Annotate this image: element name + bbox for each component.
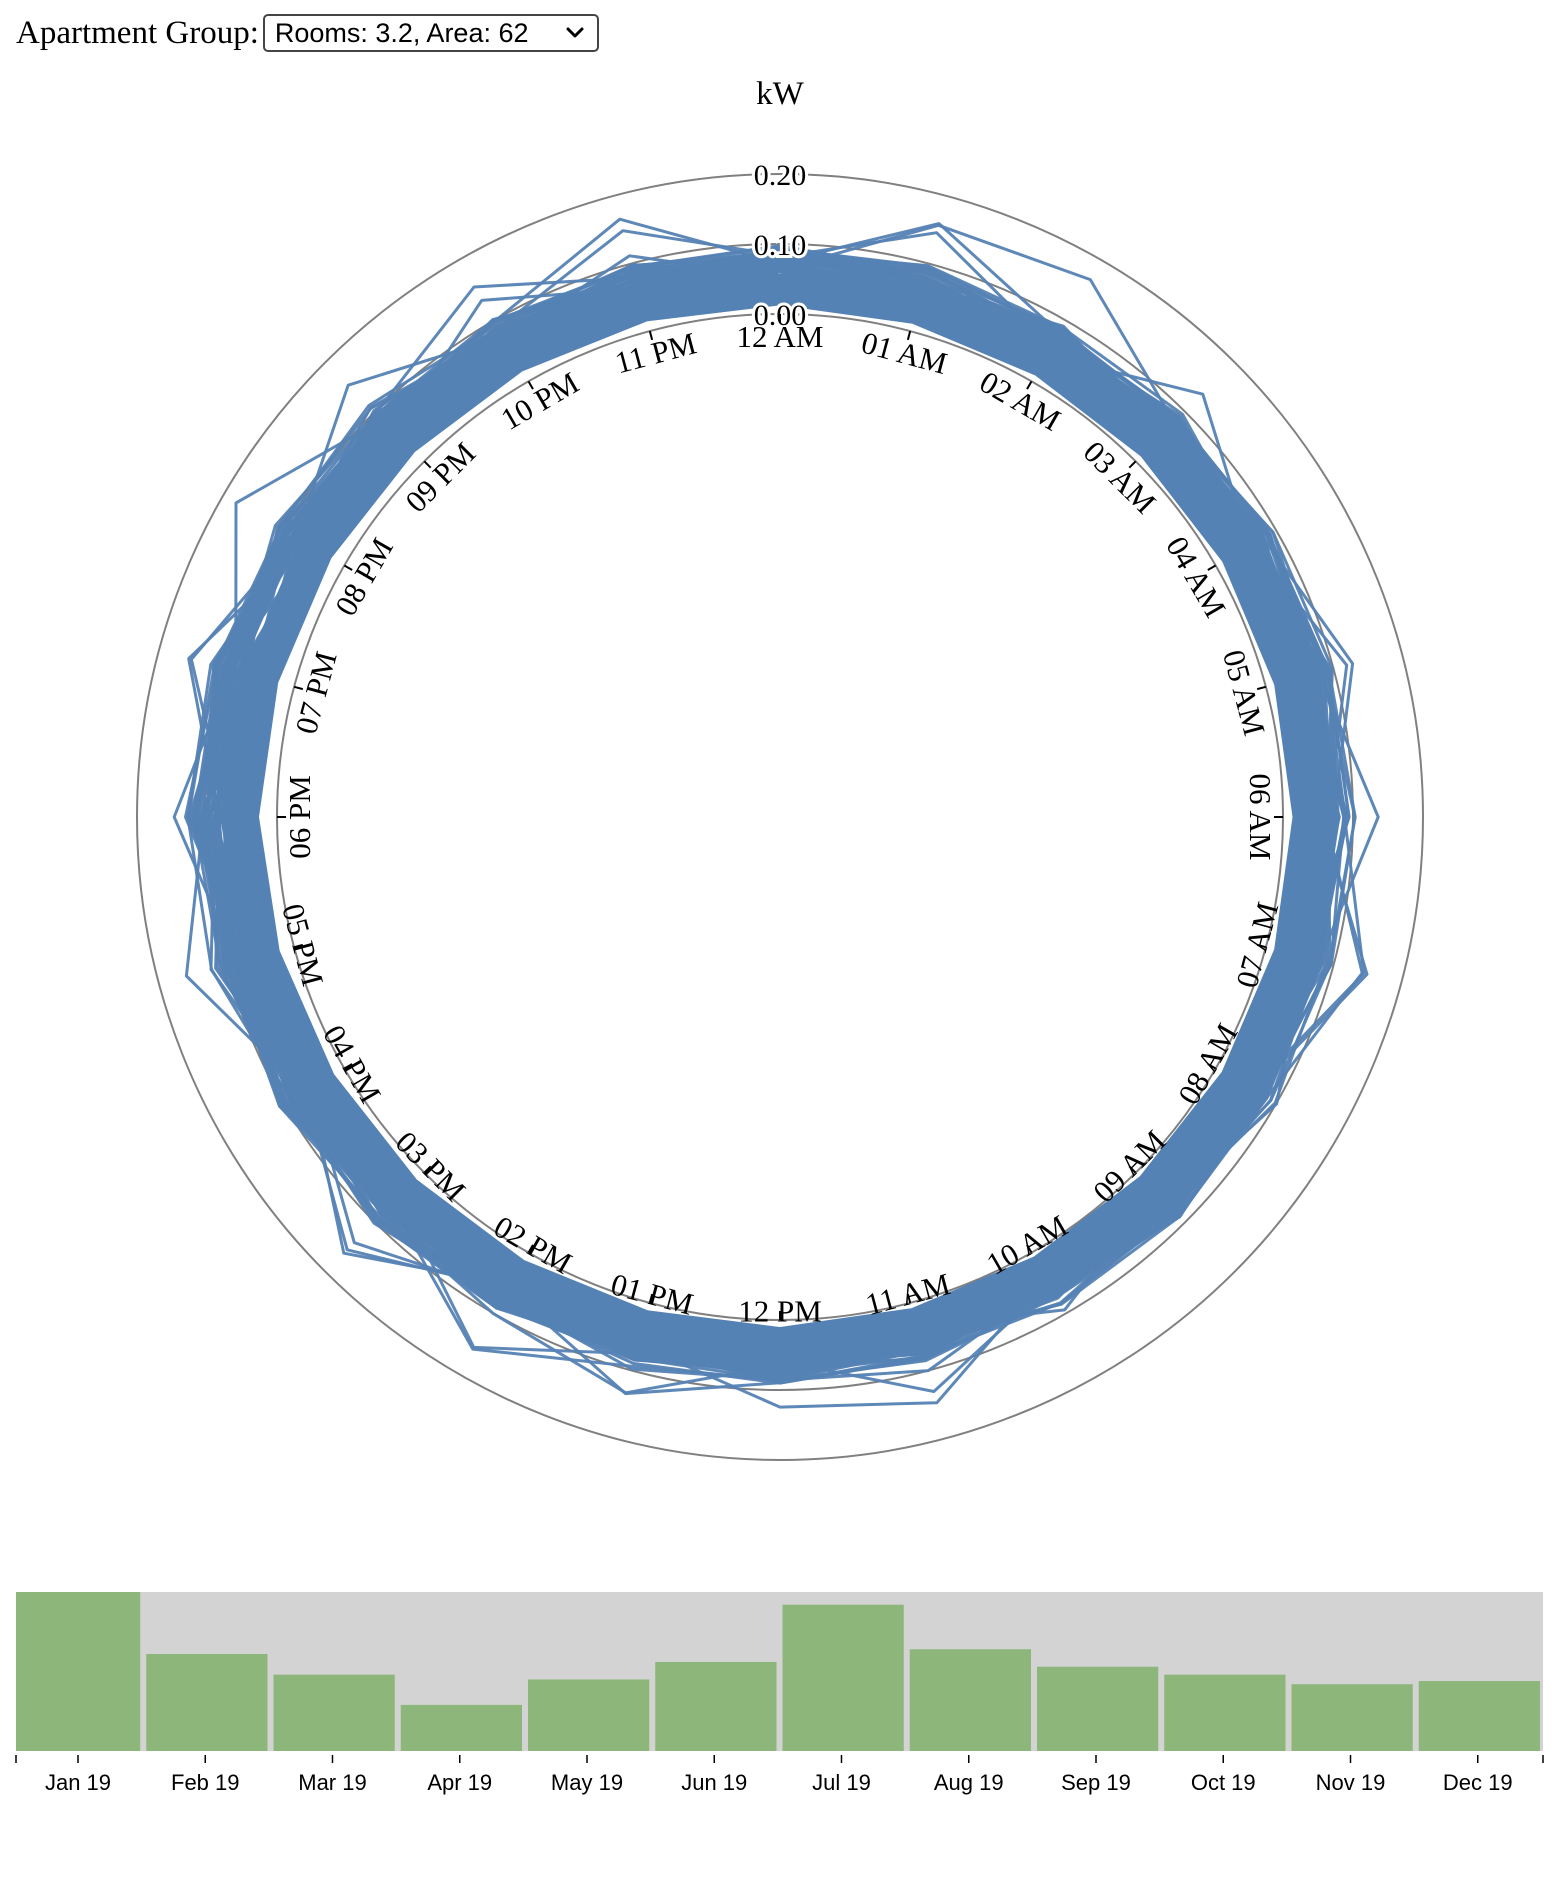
bar-x-tick-label: Jan 19 [45, 1770, 111, 1795]
hour-tick [1207, 564, 1217, 571]
bar-mark [146, 1654, 268, 1751]
bar-x-tick-label: Sep 19 [1061, 1770, 1131, 1795]
bar-x-tick-label: May 19 [551, 1770, 623, 1795]
apartment-group-label: Apartment Group: [16, 14, 259, 51]
daily-load-line [191, 264, 1346, 1385]
daily-load-line [186, 246, 1330, 1382]
monthly-bar-chart: Jan 19 Feb 19 Mar 19 Apr 19 May 19 Jun 19 Jul … [15, 1592, 1544, 1795]
hour-label: 07 PM [288, 648, 343, 738]
hour-label: 06 AM [1243, 774, 1278, 861]
hour-tick [1256, 685, 1267, 691]
hour-tick [293, 943, 304, 949]
hour-tick [293, 685, 304, 691]
radial-tick-label: 0.20 [754, 159, 807, 192]
bar-mark [273, 1674, 395, 1751]
bar-x-tick-label: Aug 19 [934, 1770, 1004, 1795]
hour-tick [1026, 380, 1033, 390]
hour-tick [648, 1293, 654, 1304]
radial-axis-rings [136, 173, 1424, 1461]
bar-x-tick-label: Jun 19 [681, 1770, 747, 1795]
radial-chart-title: kW [756, 76, 805, 112]
hour-label: 12 PM [738, 1293, 822, 1328]
bar-x-axis: Jan 19 Feb 19 Mar 19 Apr 19 May 19 Jun 19 Jul … [15, 1755, 1544, 1795]
bar-mark [1291, 1684, 1413, 1751]
hour-tick [1128, 1165, 1137, 1174]
radial-ring [136, 173, 1424, 1461]
bar-mark [1164, 1674, 1286, 1751]
bar-mark [1418, 1681, 1540, 1751]
daily-load-band [222, 269, 1329, 1364]
apartment-group-select[interactable]: Rooms: 3.2, Area: 62 [262, 14, 599, 52]
hour-tick [1207, 1063, 1217, 1070]
hour-tick [527, 1244, 534, 1254]
bar-mark [1037, 1666, 1159, 1751]
hour-tick [1128, 460, 1137, 469]
hour-tick [343, 564, 353, 571]
bar-x-tick-label: Dec 19 [1443, 1770, 1513, 1795]
radial-axis-ticks: 0.200.100.00 [751, 156, 810, 335]
bar-x-tick-label: Mar 19 [298, 1770, 366, 1795]
hour-tick [343, 1063, 353, 1070]
bar-mark [909, 1649, 1031, 1751]
bar-x-tick-label: Jul 19 [812, 1770, 871, 1795]
hour-label: 06 PM [282, 775, 317, 859]
hour-tick [906, 330, 912, 341]
hour-tick [527, 380, 534, 390]
hour-tick [423, 460, 432, 469]
bar-chart-background [16, 1592, 1543, 1751]
bar-mark [782, 1604, 904, 1751]
bar-x-tick-label: Feb 19 [171, 1770, 240, 1795]
apartment-group-selected-value: Rooms: 3.2, Area: 62 [274, 17, 529, 48]
hour-tick [423, 1165, 432, 1174]
hour-tick [648, 330, 654, 341]
apartment-group-control: Apartment Group: Rooms: 3.2, Area: 62 [16, 14, 599, 52]
bar-x-tick-label: Oct 19 [1191, 1770, 1256, 1795]
hour-label: 11 PM [611, 325, 700, 380]
bar-mark [16, 1592, 141, 1751]
daily-load-lines [172, 217, 1380, 1409]
radial-tick-label: 0.10 [754, 229, 807, 262]
hour-tick [1026, 1244, 1033, 1254]
bar-marks [16, 1592, 1540, 1751]
hour-label: 12 AM [737, 319, 824, 354]
bar-x-tick-label: Apr 19 [427, 1770, 492, 1795]
bar-x-tick-label: Nov 19 [1316, 1770, 1386, 1795]
bar-mark [655, 1661, 777, 1751]
bar-mark [400, 1704, 522, 1751]
bar-mark [528, 1679, 650, 1751]
hour-tick [1256, 943, 1267, 949]
chevron-down-icon [566, 27, 584, 38]
hour-tick [906, 1293, 912, 1304]
